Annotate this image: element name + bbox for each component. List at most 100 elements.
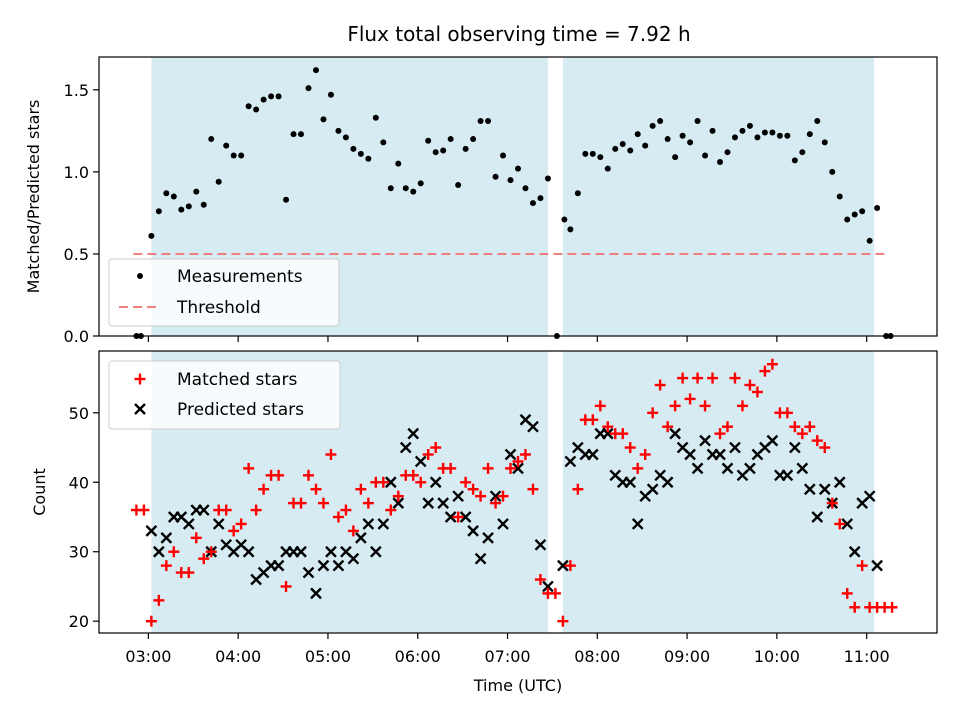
matched-point xyxy=(826,497,838,509)
predicted-point xyxy=(586,448,599,461)
matched-point xyxy=(602,421,614,433)
matched-point xyxy=(445,462,457,474)
top-y-axis-label: Matched/Predicted stars xyxy=(24,100,43,294)
predicted-point xyxy=(459,511,472,523)
top-y-tick-label: 0.5 xyxy=(64,245,89,264)
matched-point xyxy=(796,428,808,440)
matched-point xyxy=(258,483,270,495)
measurement-point xyxy=(529,200,536,207)
measurement-point xyxy=(702,152,709,159)
matched-point xyxy=(347,525,359,537)
measurement-point xyxy=(776,132,783,139)
measurement-point xyxy=(664,136,671,143)
matched-point xyxy=(153,594,165,606)
matched-point xyxy=(647,407,659,419)
measurement-point xyxy=(851,211,858,218)
measurement-point xyxy=(492,173,499,180)
matched-point xyxy=(632,462,644,474)
matched-point xyxy=(624,442,636,454)
predicted-point xyxy=(669,427,681,440)
measurement-point xyxy=(507,177,514,184)
predicted-point xyxy=(325,545,337,558)
predicted-point xyxy=(332,559,345,572)
predicted-point xyxy=(848,545,861,558)
measurement-point xyxy=(761,129,768,136)
measurement-point xyxy=(275,93,282,100)
measurement-point xyxy=(754,134,761,141)
measurement-point xyxy=(268,93,275,100)
measurement-point xyxy=(739,127,746,134)
measurement-point xyxy=(350,145,357,152)
matched-point xyxy=(729,372,741,384)
measurement-point xyxy=(821,139,828,146)
measurement-point xyxy=(799,149,806,156)
predicted-point xyxy=(796,462,809,475)
matched-point xyxy=(699,400,711,412)
measurement-point xyxy=(687,139,694,146)
measurement-point xyxy=(223,142,230,149)
predicted-point xyxy=(781,469,794,482)
predicted-point xyxy=(474,552,487,565)
observing-window xyxy=(562,57,875,336)
measurement-point xyxy=(342,134,349,141)
measurement-point xyxy=(717,159,724,166)
measurement-point xyxy=(515,165,521,172)
measurement-point xyxy=(769,129,776,136)
legend-predicted-glyph xyxy=(134,403,146,415)
bottom-plot-frame xyxy=(98,350,938,634)
bottom-y-axis-label: Count xyxy=(30,468,49,516)
top-panel: 0.0 0.5 1.0 1.5 Matched/Predicted stars Mea… xyxy=(24,56,938,346)
predicted-point xyxy=(661,476,674,489)
matched-point xyxy=(856,560,868,572)
x-tick-label: 10:00 xyxy=(754,647,800,666)
matched-point xyxy=(497,490,509,502)
matched-point xyxy=(886,601,898,613)
measurement-point xyxy=(874,204,881,211)
matched-point xyxy=(534,574,546,586)
predicted-point xyxy=(729,441,741,454)
matched-point xyxy=(692,372,704,384)
measurement-point xyxy=(320,116,327,123)
measurement-point xyxy=(567,226,574,233)
measurement-point xyxy=(627,147,634,154)
matched-point xyxy=(684,393,696,405)
measurement-point xyxy=(859,208,866,215)
predicted-point xyxy=(399,441,412,454)
measurement-point xyxy=(694,118,701,125)
measurement-point xyxy=(410,188,417,195)
measurement-point xyxy=(589,150,596,157)
matched-point xyxy=(766,358,778,370)
bottom-y-tick-label: 40 xyxy=(69,473,89,492)
bottom-y-tick-label: 20 xyxy=(69,612,89,631)
predicted-point xyxy=(691,462,704,475)
measurement-point xyxy=(574,190,581,197)
predicted-point xyxy=(212,518,225,530)
bottom-y-tick-label: 50 xyxy=(69,404,89,423)
measurement-point xyxy=(561,216,568,223)
top-y-tick-label: 1.5 xyxy=(64,81,89,100)
matched-point xyxy=(168,546,180,558)
matched-point xyxy=(744,379,756,391)
bottom-legend: Matched stars Predicted stars xyxy=(108,360,341,430)
matched-point xyxy=(527,483,539,495)
measurement-point xyxy=(485,118,492,125)
matched-point xyxy=(145,615,157,627)
matched-point xyxy=(834,518,846,530)
measurement-point xyxy=(544,175,551,182)
predicted-point xyxy=(182,518,195,530)
matched-point xyxy=(505,462,517,474)
legend-threshold-label: Threshold xyxy=(176,298,261,318)
matched-point xyxy=(781,407,793,419)
legend-predicted-marker xyxy=(134,403,146,415)
bottom-y-tick-label: 30 xyxy=(69,543,89,562)
measurement-point xyxy=(447,136,454,143)
top-y-tick-label: 1.0 xyxy=(64,163,89,182)
matched-point xyxy=(138,504,150,516)
measurement-point xyxy=(327,91,334,98)
bottom-panel: 20 30 40 50 03:00 04:00 05:00 06:00 07:00 08:00 0… xyxy=(30,350,938,695)
predicted-point xyxy=(833,476,846,489)
matched-point xyxy=(160,560,172,572)
measurement-point xyxy=(185,203,192,210)
predicted-point xyxy=(744,462,756,475)
predicted-point xyxy=(467,525,479,537)
